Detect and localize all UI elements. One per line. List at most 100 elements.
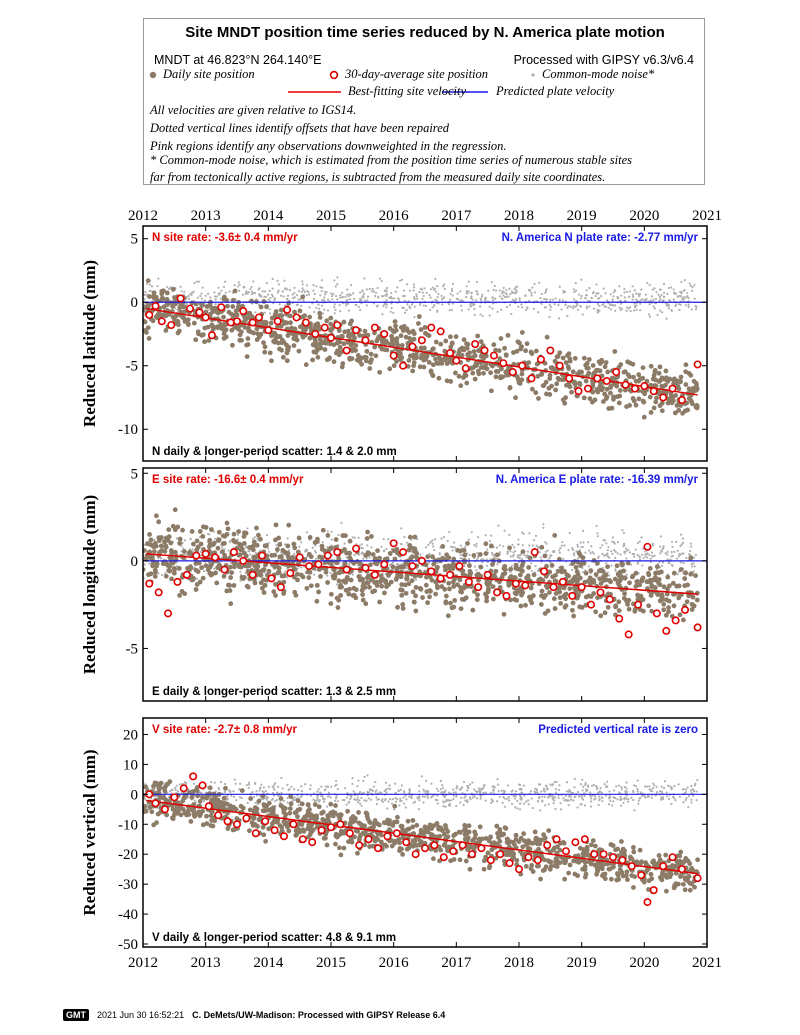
legend-avg30-marker — [329, 70, 339, 80]
daily-point — [307, 569, 313, 575]
cmn-point — [273, 297, 277, 300]
cmn-point — [337, 533, 340, 537]
daily-point — [555, 568, 561, 574]
daily-point — [519, 377, 525, 383]
daily-point — [576, 592, 581, 598]
avg30-point — [671, 616, 680, 625]
y-axis-label: Reduced latitude (mm) — [80, 260, 99, 427]
cmn-point — [200, 297, 204, 300]
cmn-point — [563, 799, 566, 802]
daily-point — [349, 348, 355, 354]
daily-point — [306, 551, 312, 557]
cmn-point — [662, 291, 666, 294]
daily-point — [501, 566, 507, 571]
cmn-point — [297, 298, 300, 301]
cmn-point — [199, 554, 203, 557]
cmn-point — [488, 305, 491, 308]
daily-point — [228, 575, 234, 580]
daily-point — [161, 304, 167, 310]
y-axis-label: Reduced longitude (mm) — [80, 495, 99, 674]
cmn-point — [509, 571, 512, 574]
cmn-point — [451, 282, 455, 285]
cmn-point — [675, 540, 678, 543]
daily-point — [325, 533, 331, 538]
daily-point — [320, 527, 326, 533]
cmn-point — [548, 557, 551, 560]
cmn-point — [207, 308, 210, 312]
daily-point — [393, 577, 399, 582]
daily-point — [407, 534, 413, 540]
daily-point — [648, 410, 654, 415]
cmn-point — [444, 789, 447, 792]
cmn-point — [544, 306, 547, 309]
daily-point — [491, 342, 497, 348]
cmn-point — [503, 797, 506, 800]
cmn-point — [636, 541, 640, 545]
daily-point — [228, 601, 234, 607]
cmn-point — [150, 285, 154, 288]
daily-point — [191, 541, 196, 547]
daily-point — [246, 328, 252, 334]
cmn-point — [247, 786, 250, 789]
daily-point — [291, 336, 297, 341]
daily-point — [565, 353, 570, 358]
avg30-point — [521, 581, 530, 590]
cmn-point — [477, 536, 480, 539]
daily-point — [476, 348, 481, 353]
cmn-point — [471, 781, 474, 784]
daily-point — [314, 347, 320, 353]
cmn-point — [641, 553, 644, 556]
cmn-point — [321, 312, 325, 315]
cmn-point — [682, 788, 685, 791]
cmn-point — [306, 289, 309, 293]
cmn-point — [519, 802, 522, 805]
cmn-point — [653, 554, 656, 557]
cmn-point — [365, 557, 368, 560]
daily-point — [314, 539, 320, 545]
daily-point — [421, 345, 427, 351]
cmn-point — [525, 556, 528, 559]
cmn-point — [143, 543, 146, 546]
cmn-point — [632, 553, 636, 556]
daily-point — [428, 368, 434, 374]
cmn-point — [517, 538, 520, 541]
cmn-point — [174, 307, 177, 310]
cmn-point — [356, 785, 359, 788]
cmn-point — [682, 552, 685, 555]
cmn-point — [645, 552, 649, 556]
daily-point — [215, 545, 221, 551]
daily-point — [627, 374, 632, 380]
cmn-point — [423, 287, 426, 290]
cmn-point — [614, 569, 617, 573]
daily-point — [297, 308, 303, 314]
cmn-point — [347, 309, 351, 312]
daily-point — [684, 599, 690, 605]
daily-point — [598, 581, 604, 586]
daily-point — [519, 330, 525, 335]
cmn-point — [481, 314, 484, 318]
daily-point — [340, 533, 346, 538]
daily-point — [661, 584, 667, 590]
cmn-point — [685, 796, 688, 800]
daily-point — [524, 341, 530, 347]
cmn-point — [367, 797, 370, 800]
cmn-point — [658, 309, 662, 312]
daily-point — [221, 331, 227, 336]
daily-point — [523, 602, 528, 608]
daily-point — [689, 607, 695, 612]
daily-point — [319, 555, 325, 561]
avg30-point — [536, 355, 545, 364]
daily-point — [484, 580, 490, 586]
daily-point — [448, 600, 453, 606]
cmn-point — [585, 788, 588, 791]
cmn-point — [191, 291, 194, 294]
cmn-point — [366, 299, 369, 302]
daily-point — [413, 593, 418, 599]
cmn-point — [254, 311, 257, 314]
cmn-point — [389, 798, 392, 801]
cmn-point — [357, 305, 360, 308]
cmn-point — [217, 286, 220, 289]
daily-point — [435, 585, 440, 591]
cmn-point — [432, 303, 436, 307]
daily-point — [326, 356, 332, 362]
